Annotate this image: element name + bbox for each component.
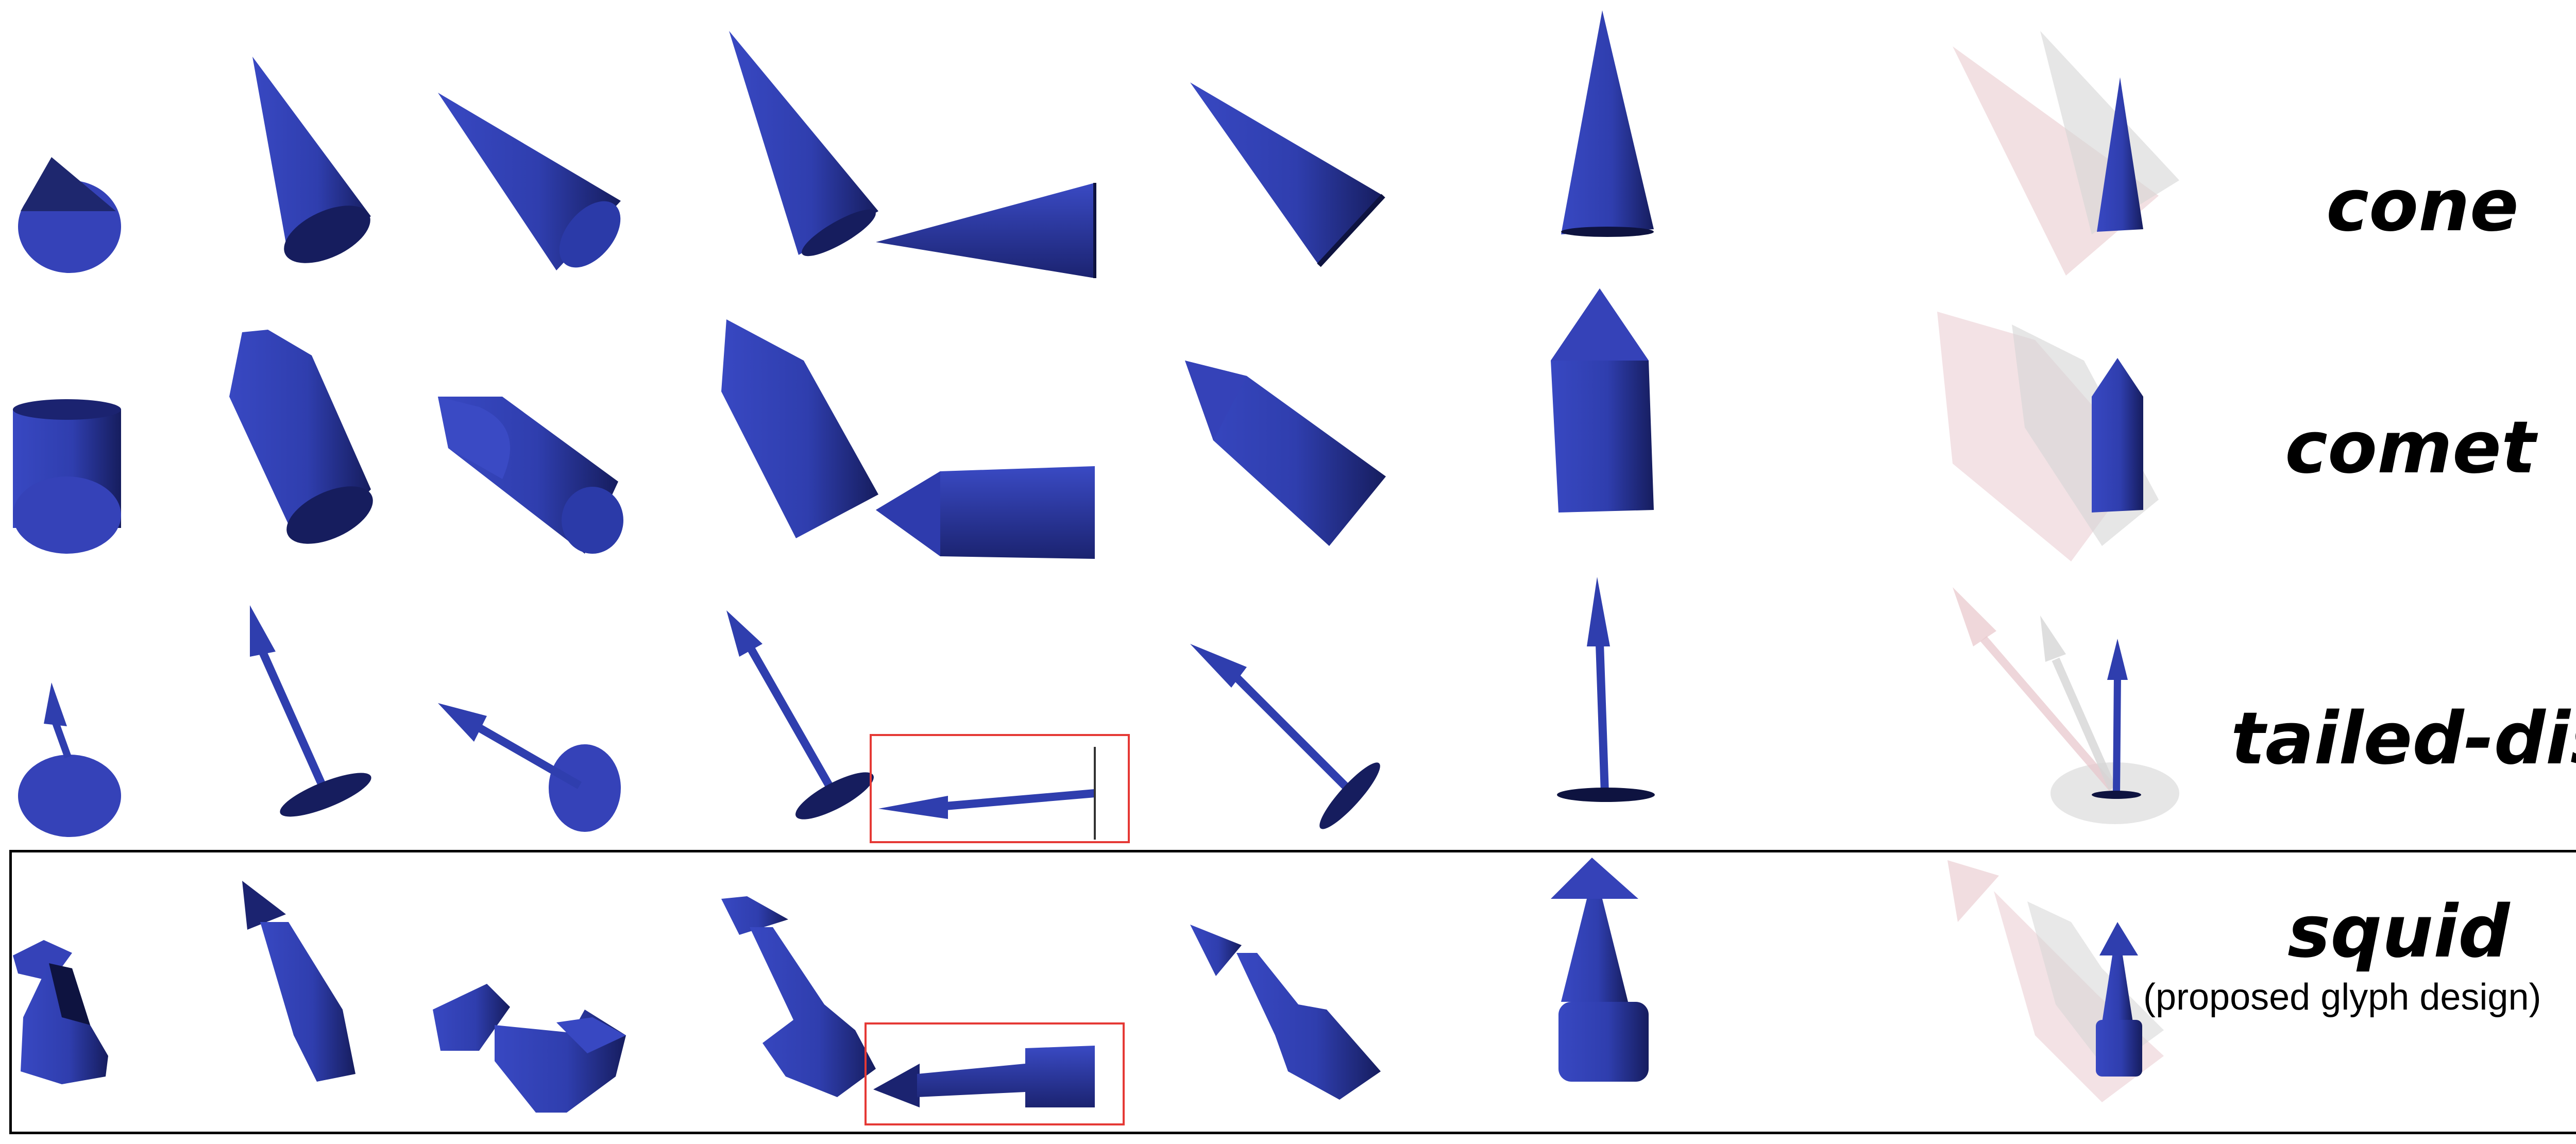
cone-glyph-6 (1190, 82, 1385, 267)
cone-glyph-1 (18, 157, 121, 273)
tailed-disc-row (18, 577, 2179, 840)
cone-glyph-5 (876, 183, 1096, 278)
comet-row (13, 288, 2159, 561)
cone-glyph-2 (252, 57, 371, 263)
comet-glyph-6 (1185, 361, 1386, 546)
tailed-disc-glyph-5 (878, 747, 1096, 840)
tailed-disc-glyph-7 (1557, 577, 1655, 802)
comet-glyph-1 (13, 399, 121, 554)
squid-glyph-1 (13, 940, 108, 1084)
tailed-disc-glyph-2 (250, 605, 371, 817)
squid-glyph-5 (873, 1046, 1095, 1107)
squid-glyph-overlay (1947, 860, 2164, 1102)
squid-glyph-3 (433, 984, 626, 1113)
comet-glyph-2 (229, 330, 373, 544)
tailed-disc-highlight-box (870, 734, 1130, 843)
cone-row (18, 10, 2179, 278)
cone-label: cone (2326, 164, 2519, 248)
squid-caption: (proposed glyph design) (2143, 977, 2541, 1018)
cone-glyph-overlay (1953, 31, 2179, 276)
squid-glyph-4 (721, 896, 876, 1097)
tailed-disc-glyph-4 (726, 610, 874, 819)
squid-glyph-6 (1190, 925, 1381, 1100)
squid-highlight-box (865, 1022, 1125, 1125)
tailed-disc-glyph-6 (1190, 644, 1380, 829)
cone-glyph-3 (438, 93, 621, 270)
squid-glyph-2 (242, 881, 355, 1082)
comet-glyph-7 (1551, 288, 1654, 513)
squid-row (13, 858, 2164, 1113)
squid-glyph-7 (1551, 858, 1649, 1082)
comet-glyph-overlay (1937, 312, 2159, 561)
squid-row-frame (9, 850, 2576, 1134)
comet-glyph-4 (721, 319, 878, 538)
comet-glyph-3 (438, 397, 623, 554)
tailed-disc-glyph-overlay (1953, 587, 2179, 824)
comet-label: comet (2285, 406, 2536, 490)
tailed-disc-glyph-3 (438, 703, 621, 832)
comet-glyph-5 (876, 466, 1095, 559)
tailed-disc-label: tailed-disc (2231, 697, 2576, 781)
cone-glyph-4 (729, 31, 878, 257)
squid-label: squid (2287, 890, 2510, 974)
tailed-disc-glyph-1 (18, 682, 121, 837)
cone-glyph-7 (1561, 10, 1654, 237)
